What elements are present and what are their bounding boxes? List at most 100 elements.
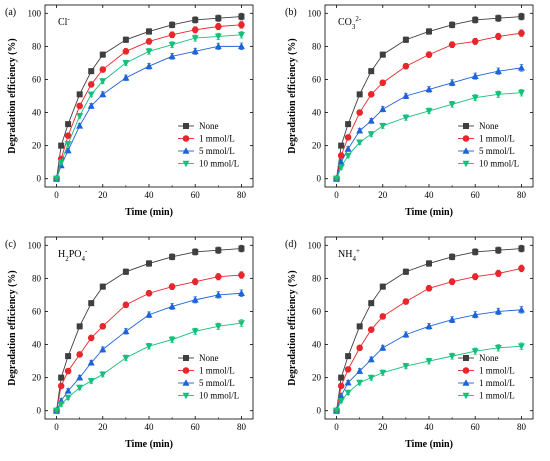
data-point xyxy=(146,260,152,267)
data-point xyxy=(237,31,245,39)
data-point xyxy=(65,353,72,360)
data-point xyxy=(169,21,176,28)
series-line xyxy=(336,248,522,411)
ion-label: CO32- xyxy=(338,15,362,31)
legend: None 1 mmol/L 5 mmol/L 10 mmol/L xyxy=(178,353,239,401)
data-point xyxy=(53,175,61,183)
data-point xyxy=(518,265,525,272)
data-point xyxy=(517,306,525,313)
data-point xyxy=(367,91,375,98)
data-point xyxy=(214,33,222,41)
y-tick-label: 80 xyxy=(312,41,322,51)
legend-label: 10 mmol/L xyxy=(479,159,519,169)
data-point xyxy=(58,374,65,381)
data-point xyxy=(145,48,153,56)
series-3 xyxy=(333,306,525,414)
legend: None 1 mmol/L 5 mmol/L 10 mmol/L xyxy=(458,121,519,169)
data-point xyxy=(145,343,153,350)
data-point xyxy=(379,51,386,58)
data-point xyxy=(145,310,153,318)
y-tick-label: 0 xyxy=(37,406,42,416)
ion-label-part: 2- xyxy=(355,15,362,23)
x-tick-label: 20 xyxy=(98,422,108,432)
data-point xyxy=(425,51,433,58)
data-point xyxy=(99,323,107,330)
data-point xyxy=(99,51,106,58)
data-point xyxy=(64,367,72,375)
x-tick-label: 40 xyxy=(145,190,155,200)
data-point xyxy=(448,278,456,285)
data-point xyxy=(191,278,199,285)
data-point xyxy=(122,48,130,55)
data-point xyxy=(87,91,95,99)
legend-marker xyxy=(183,355,189,361)
data-point xyxy=(88,300,95,307)
data-point xyxy=(99,90,107,98)
legend-marker xyxy=(182,367,190,374)
y-tick-label: 0 xyxy=(317,174,322,184)
series-1 xyxy=(53,244,245,414)
series-3 xyxy=(333,64,525,182)
legend-label: 5 mmol/L xyxy=(199,146,235,156)
data-point xyxy=(57,159,65,166)
ion-label-part: CO xyxy=(338,17,352,28)
x-tick-label: 60 xyxy=(191,190,201,200)
data-point xyxy=(402,363,410,370)
y-tick-label: 0 xyxy=(317,406,322,416)
data-point xyxy=(448,353,456,360)
series-line xyxy=(56,24,242,179)
data-point xyxy=(367,355,375,363)
data-point xyxy=(65,121,72,128)
data-point xyxy=(379,313,387,320)
y-tick-label: 20 xyxy=(312,373,322,383)
y-axis-title: Degradation efficiency (%) xyxy=(287,38,298,154)
data-point xyxy=(238,21,245,29)
data-point xyxy=(215,273,222,281)
legend-marker xyxy=(182,160,190,168)
legend-marker xyxy=(462,379,470,386)
data-point xyxy=(238,13,245,20)
x-tick-label: 0 xyxy=(334,190,339,200)
panel-label: (a) xyxy=(5,7,16,18)
data-point xyxy=(344,389,352,397)
data-point xyxy=(402,92,410,99)
panel-label: (c) xyxy=(5,239,16,250)
data-point xyxy=(517,89,525,97)
legend-label: 1 mmol/L xyxy=(479,378,515,388)
y-tick-label: 40 xyxy=(32,340,42,350)
data-point xyxy=(337,152,345,159)
data-point xyxy=(64,132,72,140)
data-point xyxy=(57,401,65,408)
data-point xyxy=(122,36,129,43)
data-point xyxy=(238,271,245,279)
data-point xyxy=(495,270,502,277)
x-tick-label: 80 xyxy=(517,422,527,432)
data-point xyxy=(367,117,375,124)
data-point xyxy=(356,323,363,330)
y-tick-label: 20 xyxy=(32,141,42,151)
legend-label: 1 mmol/L xyxy=(479,134,515,144)
x-tick-label: 0 xyxy=(54,422,59,432)
x-tick-label: 0 xyxy=(54,190,59,200)
series-line xyxy=(56,248,242,411)
data-point xyxy=(356,367,364,374)
data-point xyxy=(87,378,95,385)
y-tick-label: 40 xyxy=(312,340,322,350)
series-4 xyxy=(333,342,525,415)
data-point xyxy=(379,369,387,377)
series-1 xyxy=(333,12,525,182)
data-point xyxy=(192,248,199,255)
legend: None 1 mmol/L 1 mmol/L 1 mmol/L xyxy=(458,353,515,401)
data-point xyxy=(337,398,345,405)
data-point xyxy=(472,248,479,255)
data-point xyxy=(122,327,130,335)
data-point xyxy=(99,371,107,379)
data-point xyxy=(449,253,456,260)
data-point xyxy=(64,141,72,148)
data-point xyxy=(494,91,502,99)
data-point xyxy=(146,28,152,35)
data-point xyxy=(448,101,456,109)
data-point xyxy=(99,345,107,353)
data-point xyxy=(471,38,479,45)
